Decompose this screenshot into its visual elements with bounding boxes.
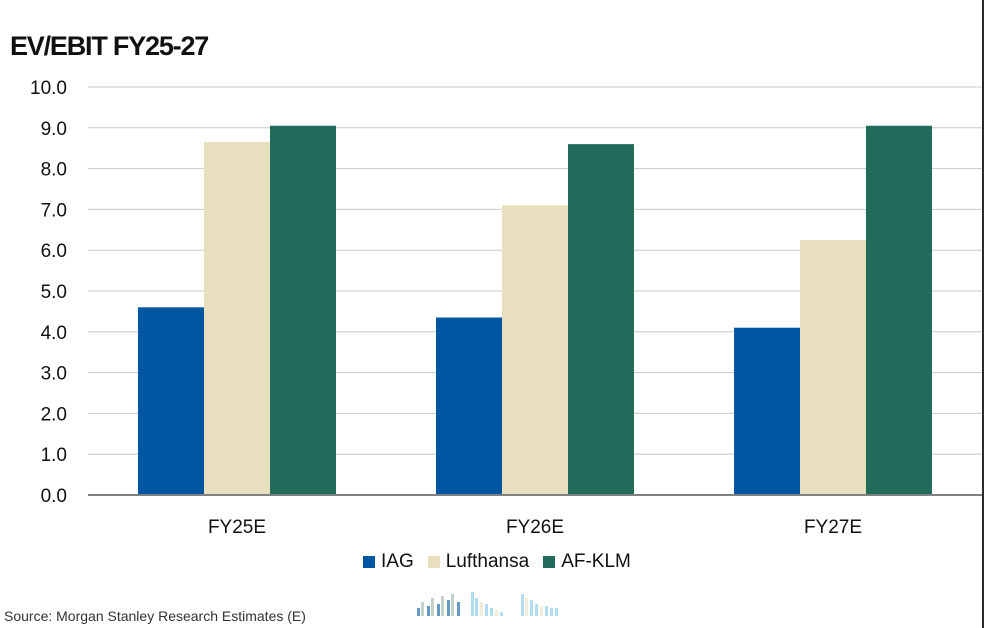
thumbnail-1-bar <box>431 598 434 616</box>
thumbnail-2-bar <box>500 612 503 616</box>
chart-thumbnail-strip[interactable] <box>413 588 573 620</box>
bar-iag-fy25e <box>138 307 204 495</box>
thumbnail-2-bar <box>490 608 493 616</box>
thumbnail-3-bar <box>535 604 538 616</box>
y-tick-label: 9.0 <box>41 119 67 140</box>
bar-iag-fy26e <box>436 317 502 495</box>
thumbnail-1-bar <box>447 600 450 616</box>
legend: IAG Lufthansa AF-KLM <box>363 551 645 573</box>
y-tick-label: 3.0 <box>41 364 67 385</box>
thumbnail-3-bar <box>545 606 548 616</box>
thumbnail-2-bar <box>475 598 478 616</box>
y-tick-label: 0.0 <box>41 486 67 507</box>
window-border <box>982 0 984 628</box>
thumbnail-1-bar <box>427 606 430 616</box>
legend-label-iag: IAG <box>381 551 414 572</box>
bar-lufthansa-fy25e <box>204 142 270 495</box>
y-tick-label: 7.0 <box>41 200 67 221</box>
thumbnail-1-bar <box>437 604 440 616</box>
y-tick-label: 4.0 <box>41 323 67 344</box>
thumbnail-1-bar <box>421 602 424 616</box>
thumbnail-2[interactable] <box>471 592 503 616</box>
bar-lufthansa-fy26e <box>502 205 568 495</box>
x-category-label: FY26E <box>506 517 564 538</box>
bar-af-klm-fy26e <box>568 144 634 495</box>
x-category-label: FY27E <box>804 517 862 538</box>
y-tick-label: 10.0 <box>30 78 67 99</box>
thumbnail-2-bar <box>485 604 488 616</box>
y-tick-label: 1.0 <box>41 445 67 466</box>
chart-title: EV/EBIT FY25-27 <box>10 31 209 61</box>
y-tick-label: 6.0 <box>41 241 67 262</box>
y-tick-label: 5.0 <box>41 282 67 303</box>
y-tick-label: 2.0 <box>41 404 67 425</box>
thumbnail-2-bar <box>495 610 498 616</box>
thumbnail-3-bar <box>550 608 553 616</box>
legend-swatch-af-klm <box>543 556 556 568</box>
bar-af-klm-fy25e <box>270 125 336 495</box>
bars <box>138 125 932 495</box>
thumbnail-1-bar <box>451 594 454 616</box>
bar-af-klm-fy27e <box>866 125 932 495</box>
thumbnail-3-bar <box>540 606 543 616</box>
thumbnail-1-bar <box>457 602 460 616</box>
thumbnail-3-bar <box>530 600 533 616</box>
legend-item-lufthansa: Lufthansa <box>427 551 530 573</box>
x-category-label: FY25E <box>208 517 266 538</box>
legend-swatch-lufthansa <box>427 556 440 568</box>
thumbnail-2-bar <box>471 592 474 616</box>
legend-swatch-iag <box>363 556 375 568</box>
source-note: Source: Morgan Stanley Research Estimate… <box>4 608 306 624</box>
bar-lufthansa-fy27e <box>800 240 866 495</box>
legend-item-af-klm: AF-KLM <box>543 551 631 573</box>
legend-item-iag: IAG <box>363 551 414 573</box>
thumbnail-1[interactable] <box>417 594 460 616</box>
thumbnail-1-bar <box>441 596 444 616</box>
legend-label-lufthansa: Lufthansa <box>445 551 530 572</box>
axes: 0.0 1.0 2.0 3.0 4.0 5.0 6.0 7.0 8.0 9.0 10.0 FY25E F… <box>30 78 982 538</box>
thumbnail-2-bar <box>480 602 483 616</box>
thumbnail-3-bar <box>525 598 528 616</box>
thumbnail-3[interactable] <box>521 594 558 616</box>
bar-iag-fy27e <box>734 327 800 495</box>
thumbnail-1-bar <box>417 608 420 616</box>
y-tick-label: 8.0 <box>41 160 67 181</box>
thumbnail-3-bar <box>555 608 558 616</box>
legend-label-af-klm: AF-KLM <box>561 551 631 572</box>
thumbnail-3-bar <box>521 594 524 616</box>
